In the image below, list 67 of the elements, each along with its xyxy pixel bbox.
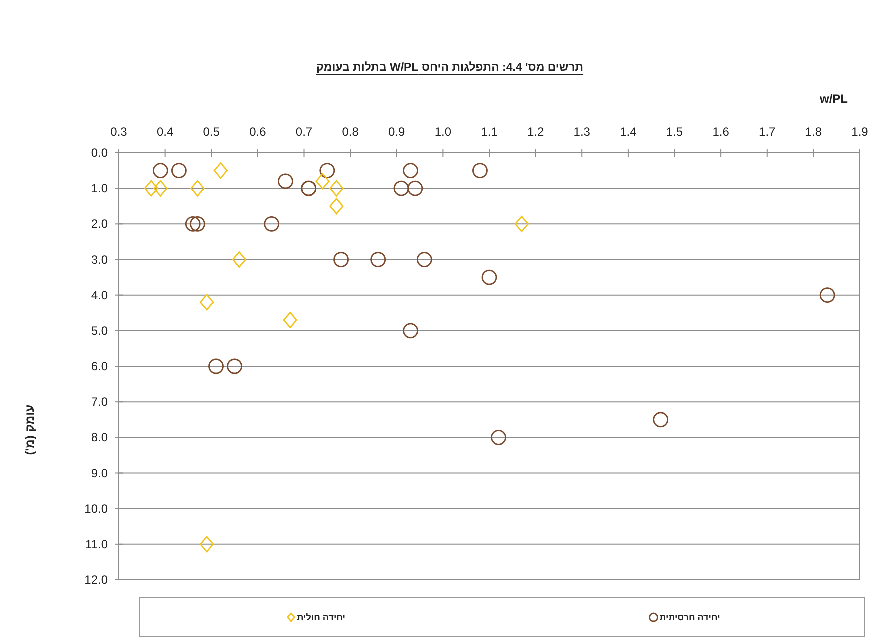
point	[264, 216, 280, 232]
point	[320, 163, 336, 178]
point	[416, 252, 432, 268]
y-tick-label: 6.0	[91, 360, 108, 374]
point	[283, 312, 298, 328]
x-tick-label: 0.4	[156, 125, 174, 139]
point	[190, 180, 205, 197]
point	[334, 252, 349, 268]
x-tick-label: 0.9	[388, 125, 406, 139]
y-tick-label: 4.0	[91, 288, 108, 302]
x-tick-label: 1.7	[759, 125, 776, 139]
point	[200, 294, 214, 311]
x-tick-label: 1.8	[805, 125, 822, 139]
point	[172, 163, 187, 178]
y-axis-title: עומק (מ')	[23, 404, 37, 456]
point	[408, 180, 424, 196]
x-tick-label: 1.3	[574, 125, 591, 139]
y-tick-label: 2.0	[91, 217, 108, 232]
x-tick-label: 0.7	[296, 125, 313, 139]
y-tick-label: 5.0	[91, 324, 108, 338]
x-tick-label: 1.6	[712, 125, 730, 139]
y-tick-label: 8.0	[91, 430, 108, 445]
point	[472, 163, 488, 178]
x-tick-label: 1.2	[527, 125, 544, 139]
point	[152, 163, 168, 178]
point	[403, 163, 418, 178]
point	[232, 252, 246, 268]
x-tick-label: 0.6	[250, 125, 267, 139]
y-tick-label: 11.0	[86, 537, 108, 552]
point	[190, 216, 206, 232]
point	[491, 430, 506, 446]
point	[278, 174, 294, 190]
point	[227, 358, 242, 374]
point	[154, 180, 168, 197]
point	[482, 270, 498, 286]
point	[394, 180, 410, 196]
x-tick-label: 1.9	[852, 125, 869, 139]
y-tick-label: 3.0	[91, 252, 108, 267]
y-tick-label: 12.0	[84, 573, 108, 587]
point	[514, 216, 529, 232]
point	[185, 216, 201, 232]
y-tick-label: 10.0	[84, 502, 108, 516]
x-axis-title: w/PL	[818, 92, 848, 106]
x-tick-label: 1.5	[666, 125, 684, 139]
legend-label: יחידה חולית	[297, 612, 346, 622]
point	[208, 358, 224, 374]
x-tick-label: 1.4	[620, 125, 638, 139]
x-tick-label: 0.5	[203, 125, 220, 139]
point	[330, 180, 344, 197]
point	[820, 288, 836, 304]
x-tick-label: 1.0	[434, 125, 452, 139]
point	[653, 412, 669, 428]
point	[316, 173, 330, 190]
point	[370, 252, 386, 268]
point	[403, 323, 418, 339]
x-tick-label: 1.1	[481, 125, 498, 139]
point	[330, 198, 344, 215]
y-tick-label: 7.0	[91, 395, 108, 410]
point	[200, 536, 214, 553]
point	[214, 162, 228, 179]
point	[144, 180, 158, 197]
y-tick-label: 0.0	[91, 146, 108, 160]
x-tick-label: 0.8	[342, 125, 360, 139]
chart-title: תרשים מס' 4.4: התפלגות היחס W/PL בתלות בעומק	[316, 61, 584, 74]
y-tick-label: 1.0	[91, 182, 108, 196]
x-tick-label: 0.3	[110, 125, 128, 139]
y-tick-label: 9.0	[91, 466, 108, 480]
